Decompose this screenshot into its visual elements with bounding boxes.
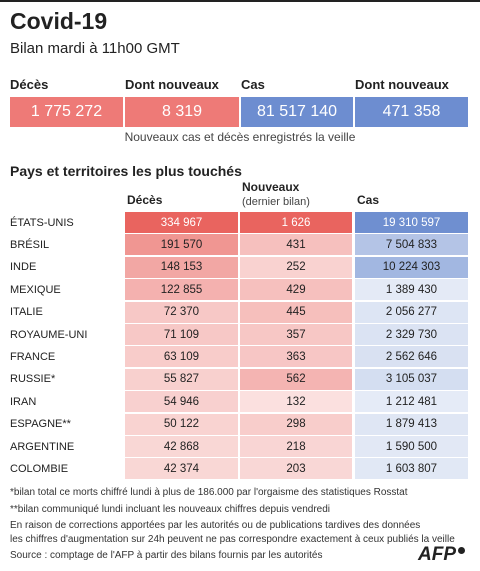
table-cell: 1 603 807 xyxy=(355,458,468,480)
country: IRAN xyxy=(10,395,37,408)
summary-value: 81 517 140 xyxy=(241,97,353,127)
note: Nouveaux cas et décès enregistrés la vei… xyxy=(124,130,356,144)
table-cell: 1 389 430 xyxy=(355,279,468,301)
subtitle: Bilan mardi à 11h00 GMT xyxy=(10,40,180,57)
table-cell: 203 xyxy=(240,458,352,480)
footnote: les chiffres d'augmentation sur 24h peuv… xyxy=(10,534,455,545)
country: ÉTATS-UNIS xyxy=(10,216,74,229)
summary-label: Décès xyxy=(10,77,49,92)
table-cell: 3 105 037 xyxy=(355,368,468,390)
table-cell: 2 562 646 xyxy=(355,346,468,368)
summary-value: 1 775 272 xyxy=(10,97,123,127)
footnote: En raison de corrections apportées par l… xyxy=(10,520,421,531)
footnote: Source : comptage de l'AFP à partir des … xyxy=(10,550,323,561)
table-cell: 132 xyxy=(240,391,352,413)
logo-dot xyxy=(458,547,465,554)
table-cell: 298 xyxy=(240,413,352,435)
table-cell: 357 xyxy=(240,324,352,345)
country: COLOMBIE xyxy=(10,462,69,475)
table-cell: 54 946 xyxy=(125,391,238,413)
country: BRÉSIL xyxy=(10,238,50,251)
table-cell: 42 868 xyxy=(125,436,238,457)
country: ARGENTINE xyxy=(10,440,75,453)
table-cell: 148 153 xyxy=(125,256,238,278)
column-subheader: (dernier bilan) xyxy=(242,196,310,208)
table-cell: 2 329 730 xyxy=(355,324,468,345)
footnote: **bilan communiqué lundi incluant les no… xyxy=(10,504,331,515)
country: FRANCE xyxy=(10,350,56,363)
table-cell: 10 224 303 xyxy=(355,256,468,278)
table-cell: 2 056 277 xyxy=(355,301,468,323)
country: MEXIQUE xyxy=(10,283,61,296)
table-title: Pays et territoires les plus touchés xyxy=(10,163,242,179)
table-cell: 1 626 xyxy=(240,212,352,233)
table-cell: 334 967 xyxy=(125,212,238,233)
table-cell: 72 370 xyxy=(125,301,238,323)
logo: AFP xyxy=(418,544,456,565)
top-rule xyxy=(0,0,480,2)
table-cell: 19 310 597 xyxy=(355,212,468,233)
title: Covid-19 xyxy=(10,8,108,34)
column-header: Décès xyxy=(127,193,163,207)
footnote: *bilan total ce morts chiffré lundi à pl… xyxy=(10,487,408,498)
table-cell: 1 879 413 xyxy=(355,413,468,435)
country: ESPAGNE** xyxy=(10,418,71,431)
table-cell: 42 374 xyxy=(125,458,238,480)
table-cell: 429 xyxy=(240,279,352,301)
country: INDE xyxy=(10,261,37,274)
table-cell: 1 212 481 xyxy=(355,391,468,413)
table-cell: 7 504 833 xyxy=(355,234,468,256)
country: RUSSIE* xyxy=(10,373,56,386)
table-cell: 252 xyxy=(240,256,352,278)
table-cell: 55 827 xyxy=(125,368,238,390)
table-cell: 1 590 500 xyxy=(355,436,468,457)
summary-label: Cas xyxy=(241,77,265,92)
table-cell: 562 xyxy=(240,368,352,390)
table-cell: 191 570 xyxy=(125,234,238,256)
table-cell: 445 xyxy=(240,301,352,323)
table-cell: 363 xyxy=(240,346,352,368)
table-cell: 218 xyxy=(240,436,352,457)
table-cell: 71 109 xyxy=(125,324,238,345)
column-header: Nouveaux xyxy=(242,180,300,194)
table-cell: 63 109 xyxy=(125,346,238,368)
table-cell: 50 122 xyxy=(125,413,238,435)
summary-label: Dont nouveaux xyxy=(355,77,449,92)
summary-value: 471 358 xyxy=(355,97,468,127)
summary-value: 8 319 xyxy=(125,97,239,127)
country: ITALIE xyxy=(10,306,43,319)
table-cell: 431 xyxy=(240,234,352,256)
column-header: Cas xyxy=(357,193,380,207)
summary-label: Dont nouveaux xyxy=(125,77,219,92)
table-cell: 122 855 xyxy=(125,279,238,301)
country: ROYAUME-UNI xyxy=(10,328,88,341)
